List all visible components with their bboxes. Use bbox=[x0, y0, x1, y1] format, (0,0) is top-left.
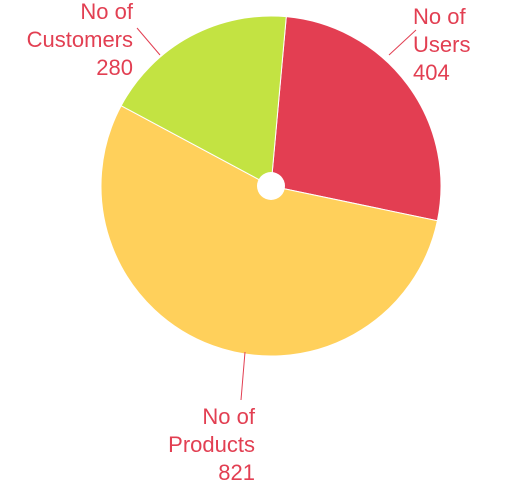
pie-slices bbox=[100, 15, 442, 357]
slice-name-line: No of bbox=[413, 4, 466, 29]
pie-slice-no-of-users[interactable] bbox=[270, 16, 442, 222]
slice-label: No of Customers 280 bbox=[27, 0, 134, 80]
slice-name-line: Products bbox=[168, 432, 255, 457]
slice-value: 280 bbox=[96, 55, 133, 80]
pie-center-hole bbox=[257, 172, 285, 200]
pie-labels: No of Users 404 No of Products 821 No of Custom… bbox=[27, 0, 471, 481]
slice-value: 404 bbox=[413, 60, 450, 85]
slice-label: No of Products 821 bbox=[168, 404, 256, 481]
pie-slice-no-of-products[interactable] bbox=[100, 105, 439, 357]
slice-name-line: No of bbox=[80, 0, 133, 24]
leader-line bbox=[240, 351, 246, 401]
pie-slice-no-of-customers[interactable] bbox=[120, 15, 287, 187]
slice-name-line: Users bbox=[413, 32, 470, 57]
leader-line bbox=[136, 27, 161, 56]
slice-label: No of Users 404 bbox=[413, 4, 470, 85]
slice-name-line: No of bbox=[202, 404, 255, 429]
leader-line bbox=[388, 29, 417, 56]
slice-name-line: Customers bbox=[27, 27, 133, 52]
slice-value: 821 bbox=[218, 460, 255, 481]
